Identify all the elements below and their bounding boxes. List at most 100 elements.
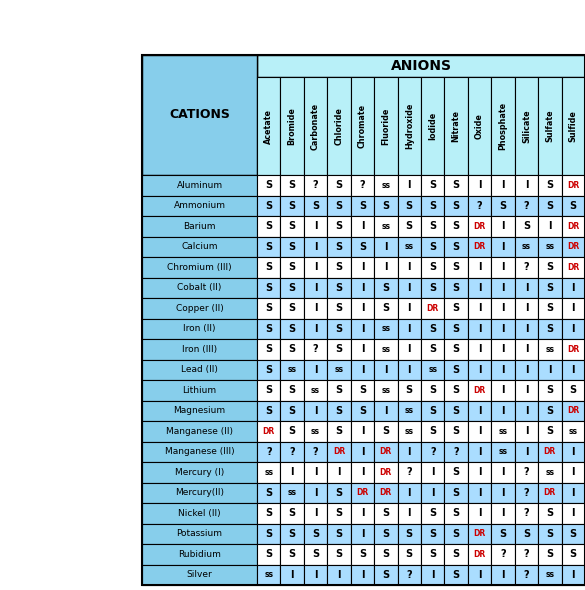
Text: S: S xyxy=(359,549,366,559)
Bar xyxy=(280,298,304,319)
Text: S: S xyxy=(335,426,343,436)
Bar xyxy=(280,441,304,462)
Bar xyxy=(257,462,280,483)
Text: I: I xyxy=(501,181,505,190)
Text: ?: ? xyxy=(266,447,271,457)
Text: I: I xyxy=(572,365,575,375)
Bar xyxy=(538,339,562,359)
Text: I: I xyxy=(478,467,481,477)
Bar xyxy=(304,257,327,277)
Bar xyxy=(468,237,491,257)
Bar xyxy=(280,544,304,565)
Text: I: I xyxy=(501,283,505,293)
Text: ss: ss xyxy=(381,181,390,190)
Text: S: S xyxy=(288,201,295,211)
Bar xyxy=(304,503,327,523)
Bar xyxy=(538,195,562,216)
Text: ss: ss xyxy=(288,489,297,497)
Text: S: S xyxy=(265,324,272,334)
Bar xyxy=(491,195,515,216)
Bar xyxy=(327,319,351,339)
Bar xyxy=(538,483,562,503)
Bar xyxy=(445,237,468,257)
Text: I: I xyxy=(478,283,481,293)
Text: I: I xyxy=(501,262,505,272)
Bar xyxy=(142,339,257,359)
Bar xyxy=(304,380,327,401)
Bar xyxy=(538,565,562,585)
Bar xyxy=(257,380,280,401)
Text: S: S xyxy=(429,242,436,252)
Bar xyxy=(142,55,585,585)
Bar xyxy=(374,380,398,401)
Text: DR: DR xyxy=(543,447,556,456)
Text: Hydroxide: Hydroxide xyxy=(405,103,414,149)
Bar xyxy=(491,359,515,380)
Text: I: I xyxy=(501,221,505,231)
Bar xyxy=(142,319,257,339)
Bar xyxy=(468,401,491,421)
Text: S: S xyxy=(429,262,436,272)
Bar xyxy=(398,319,421,339)
Bar xyxy=(445,523,468,544)
Text: S: S xyxy=(546,406,553,416)
Bar xyxy=(280,380,304,401)
Text: I: I xyxy=(572,324,575,334)
Text: S: S xyxy=(382,201,390,211)
Bar xyxy=(351,175,374,195)
Text: S: S xyxy=(335,488,343,498)
Bar xyxy=(374,257,398,277)
Text: S: S xyxy=(453,242,460,252)
Bar xyxy=(304,339,327,359)
Text: Nickel (II): Nickel (II) xyxy=(178,509,221,518)
Text: S: S xyxy=(546,181,553,190)
Bar xyxy=(374,503,398,523)
Text: S: S xyxy=(359,385,366,395)
Bar xyxy=(304,462,327,483)
Bar xyxy=(562,175,585,195)
Text: Acetate: Acetate xyxy=(264,109,273,143)
Text: ss: ss xyxy=(545,345,555,354)
Bar xyxy=(351,565,374,585)
Text: I: I xyxy=(548,365,552,375)
Text: Oxide: Oxide xyxy=(475,113,484,139)
Bar xyxy=(142,237,257,257)
Text: I: I xyxy=(501,344,505,354)
Bar xyxy=(468,380,491,401)
Text: S: S xyxy=(453,529,460,539)
Bar xyxy=(515,237,538,257)
Bar xyxy=(257,359,280,380)
Text: I: I xyxy=(314,221,317,231)
Bar xyxy=(351,216,374,237)
Text: I: I xyxy=(501,570,505,580)
Bar xyxy=(374,216,398,237)
Text: S: S xyxy=(288,324,295,334)
Bar xyxy=(304,195,327,216)
Bar xyxy=(374,483,398,503)
Text: S: S xyxy=(288,549,295,559)
Text: ss: ss xyxy=(428,365,437,374)
Text: S: S xyxy=(453,303,460,313)
Text: S: S xyxy=(406,201,413,211)
Bar xyxy=(280,175,304,195)
Text: I: I xyxy=(408,283,411,293)
Bar xyxy=(304,216,327,237)
Text: S: S xyxy=(453,467,460,477)
Text: I: I xyxy=(478,262,481,272)
Bar xyxy=(257,319,280,339)
Text: S: S xyxy=(546,549,553,559)
Text: S: S xyxy=(546,262,553,272)
Bar xyxy=(327,237,351,257)
Text: ss: ss xyxy=(545,571,555,579)
Text: I: I xyxy=(408,181,411,190)
Bar xyxy=(398,359,421,380)
Bar xyxy=(445,77,468,175)
Text: S: S xyxy=(288,406,295,416)
Bar xyxy=(515,421,538,441)
Text: S: S xyxy=(335,242,343,252)
Text: ss: ss xyxy=(498,427,508,436)
Bar xyxy=(327,77,351,175)
Text: S: S xyxy=(288,242,295,252)
Text: I: I xyxy=(314,262,317,272)
Bar xyxy=(562,319,585,339)
